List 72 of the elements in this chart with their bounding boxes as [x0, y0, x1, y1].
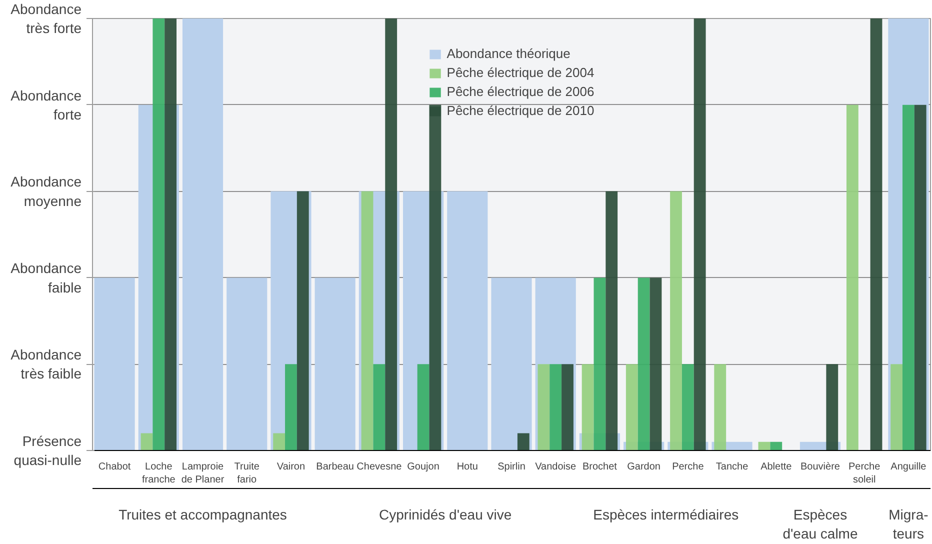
x-tick-label: Gardon	[627, 462, 660, 472]
x-tick-label: Truite fario	[234, 462, 260, 486]
x-tick-label: Spirlin	[498, 462, 526, 472]
bar	[361, 191, 374, 450]
bar	[164, 18, 177, 450]
bar	[870, 18, 882, 450]
legend-label: Abondance théorique	[446, 46, 570, 61]
bar	[890, 364, 902, 450]
x-tick-label: Vandoise	[535, 462, 577, 472]
bar	[182, 18, 224, 450]
bar	[385, 18, 398, 450]
legend-label: Pêche électrique de 2004	[446, 65, 594, 80]
text: Abondance faible	[10, 260, 82, 296]
bar	[226, 278, 268, 450]
bar	[770, 442, 782, 450]
bar	[902, 104, 914, 450]
bar	[550, 364, 562, 450]
text: Espèces d'eau calme	[782, 506, 858, 542]
legend-label: Pêche électrique de 2006	[446, 84, 594, 99]
bar	[714, 364, 726, 450]
bar	[517, 433, 530, 450]
legend-label: Pêche électrique de 2010	[446, 103, 594, 118]
x-tick-label: Ablette	[760, 462, 792, 472]
x-tick-label: Lamproie de Planer	[181, 462, 225, 486]
x-tick-label: Barbeau	[316, 462, 354, 472]
bar	[296, 191, 309, 450]
x-tick-label: Chabot	[98, 462, 131, 472]
bar	[650, 278, 662, 450]
x-tick-label: Hotu	[456, 462, 478, 472]
text: Abondance très faible	[10, 346, 82, 382]
bar	[538, 364, 550, 450]
bar	[914, 104, 926, 450]
bar	[670, 191, 682, 450]
x-tick-label: Anguille	[890, 462, 927, 472]
bar	[694, 18, 706, 450]
text: Migra- teurs	[888, 506, 929, 542]
text: Cyprinidés d'eau vive	[379, 506, 512, 522]
bar	[285, 364, 297, 450]
x-tick-label: Perche soleil	[848, 462, 881, 486]
x-tick-label: Bouvière	[800, 462, 840, 472]
bar	[582, 364, 594, 450]
text: Abondance forte	[10, 87, 82, 122]
bar	[491, 278, 532, 450]
x-tick-label: Chevesne	[356, 462, 402, 472]
bar	[314, 278, 356, 450]
text: Abondance moyenne	[10, 174, 82, 209]
bar	[846, 104, 858, 450]
bar	[606, 191, 618, 450]
text: Truites et accompagnantes	[118, 506, 287, 522]
bar	[447, 191, 488, 450]
x-tick-label: Perche	[672, 462, 704, 472]
bar	[94, 278, 135, 450]
bar	[373, 364, 386, 450]
bar	[273, 433, 286, 450]
x-tick-label: Loche franche	[142, 462, 176, 486]
bar	[140, 433, 153, 450]
text: Espèces intermédiaires	[593, 506, 739, 522]
x-tick-label: Brochet	[582, 462, 618, 472]
bar	[562, 364, 574, 450]
x-tick-label: Tanche	[716, 462, 749, 472]
bar	[638, 278, 650, 450]
bar	[626, 364, 638, 450]
bar	[429, 104, 442, 450]
x-tick-label: Vairon	[276, 462, 306, 472]
bar	[826, 364, 838, 450]
bar	[682, 364, 694, 450]
x-tick-label: Goujon	[407, 462, 440, 472]
bar	[417, 364, 430, 450]
text: Abondance très forte	[10, 0, 82, 36]
bar	[594, 278, 606, 450]
bar	[152, 18, 165, 450]
text: Présence quasi-nulle	[14, 432, 82, 468]
